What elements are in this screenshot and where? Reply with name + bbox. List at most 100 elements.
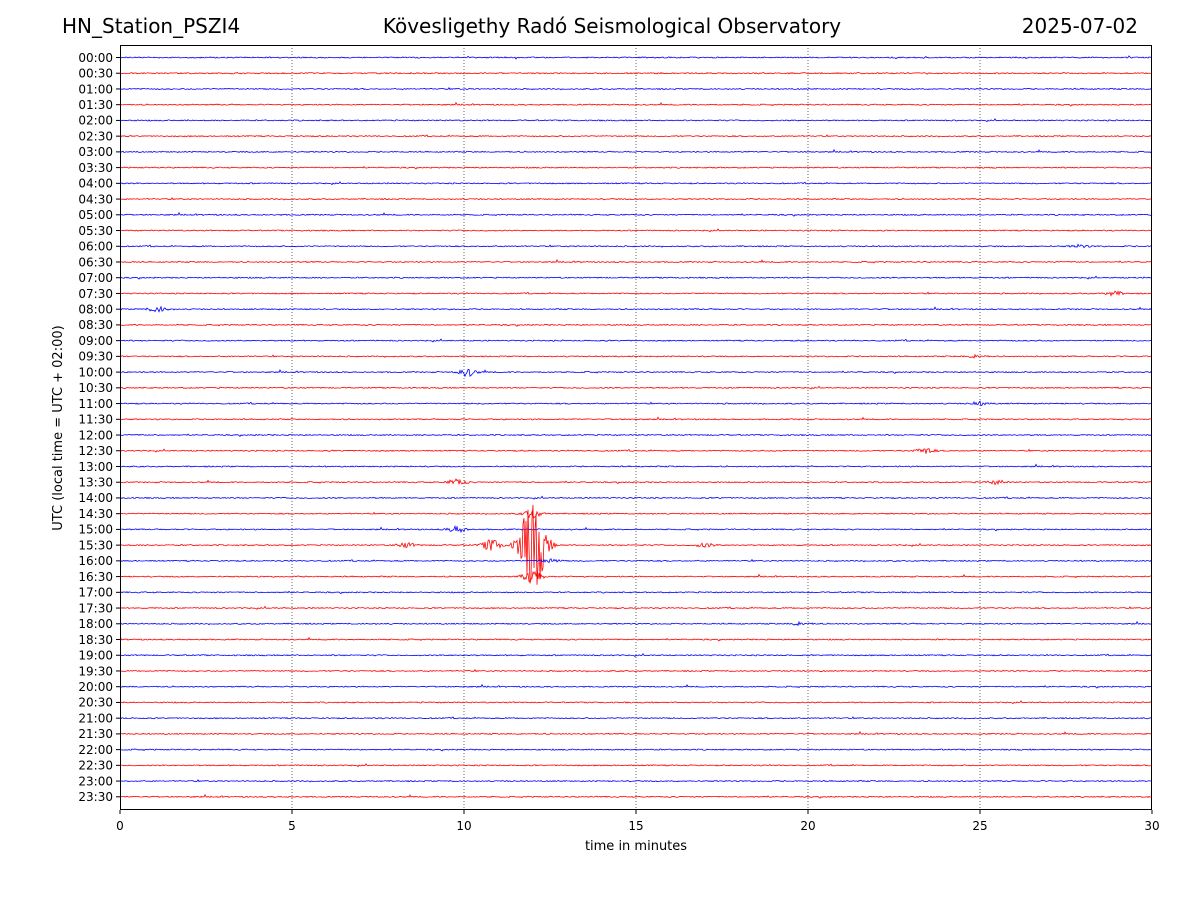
trace-1230 [119, 447, 1153, 454]
trace-2200 [119, 748, 1153, 752]
y-tick-label: 02:30 [78, 129, 113, 143]
trace-0230 [119, 134, 1153, 138]
trace-1100 [119, 400, 1153, 407]
trace-0200 [120, 118, 1153, 123]
trace-1600 [119, 558, 1153, 564]
y-tick-label: 12:00 [78, 428, 113, 442]
y-tick-label: 11:30 [78, 413, 113, 427]
x-tick-label: 5 [288, 819, 296, 833]
y-tick-label: 09:30 [78, 350, 113, 364]
x-tick-label: 10 [456, 819, 471, 833]
y-tick-label: 09:00 [78, 334, 113, 348]
trace-2130 [119, 730, 1153, 736]
trace-1630 [119, 570, 1153, 583]
y-tick-label: 14:30 [78, 507, 113, 521]
x-axis-label: time in minutes [585, 839, 687, 854]
trace-1500 [119, 524, 1153, 534]
trace-1000 [119, 368, 1153, 378]
y-tick-label: 00:30 [78, 67, 113, 81]
trace-0900 [119, 338, 1153, 343]
trace-0930 [119, 353, 1153, 359]
trace-2030 [119, 700, 1153, 705]
trace-0800 [119, 305, 1153, 313]
trace-0600 [119, 243, 1153, 249]
y-tick-label: 20:00 [78, 680, 113, 694]
plot-frame [120, 45, 1152, 810]
y-tick-label: 20:30 [78, 696, 113, 710]
y-tick-label: 10:00 [78, 365, 113, 379]
y-tick-label: 19:30 [78, 664, 113, 678]
y-tick-label: 08:00 [78, 302, 113, 316]
chart-title: Kövesligethy Radó Seismological Observat… [382, 14, 842, 38]
y-tick-label: 12:30 [78, 444, 113, 458]
station-label: HN_Station_PSZI4 [62, 14, 241, 38]
y-tick-label: 23:30 [78, 790, 113, 804]
y-tick-label: 05:30 [78, 224, 113, 238]
trace-1200 [119, 433, 1153, 437]
y-tick-label: 23:00 [78, 774, 113, 788]
y-tick-label: 11:00 [78, 397, 113, 411]
y-tick-label: 07:00 [78, 271, 113, 285]
trace-0730 [119, 290, 1153, 297]
trace-1900 [119, 652, 1153, 658]
trace-1130 [119, 416, 1153, 421]
trace-1830 [119, 636, 1153, 642]
y-tick-label: 21:00 [78, 711, 113, 725]
trace-1400 [119, 495, 1153, 500]
trace-2100 [119, 716, 1152, 720]
trace-0530 [119, 228, 1153, 233]
trace-0330 [119, 166, 1153, 170]
trace-0130 [119, 101, 1153, 107]
trace-0630 [119, 259, 1153, 264]
trace-1300 [119, 463, 1153, 468]
trace-0030 [119, 71, 1153, 75]
y-tick-label: 17:00 [78, 586, 113, 600]
y-tick-label: 18:30 [78, 633, 113, 647]
trace-1030 [119, 385, 1153, 390]
y-tick-label: 00:00 [78, 51, 113, 65]
y-tick-label: 15:00 [78, 523, 113, 537]
y-tick-label: 16:30 [78, 570, 113, 584]
x-tick-label: 15 [628, 819, 643, 833]
y-tick-label: 07:30 [78, 287, 113, 301]
trace-1800 [119, 620, 1153, 627]
trace-0700 [119, 275, 1153, 280]
y-tick-label: 03:00 [78, 145, 113, 159]
x-tick-label: 25 [972, 819, 987, 833]
trace-0000 [119, 55, 1153, 60]
y-tick-label: 10:30 [78, 381, 113, 395]
x-tick-label: 30 [1144, 819, 1159, 833]
trace-1430 [119, 510, 1153, 519]
y-tick-label: 01:00 [78, 82, 113, 96]
y-tick-label: 04:30 [78, 192, 113, 206]
trace-0100 [119, 87, 1153, 91]
y-axis-label: UTC (local time = UTC + 02:00) [51, 325, 66, 530]
trace-1330 [119, 478, 1153, 486]
y-tick-label: 16:00 [78, 554, 113, 568]
y-tick-label: 02:00 [78, 114, 113, 128]
y-tick-label: 01:30 [78, 98, 113, 112]
y-tick-label: 19:00 [78, 649, 113, 663]
trace-2230 [119, 763, 1153, 768]
x-tick-label: 20 [800, 819, 815, 833]
trace-1530 [119, 504, 1153, 585]
y-tick-label: 21:30 [78, 727, 113, 741]
y-tick-label: 15:30 [78, 538, 113, 552]
trace-0300 [119, 148, 1153, 154]
y-tick-label: 18:00 [78, 617, 113, 631]
y-tick-label: 06:00 [78, 240, 113, 254]
y-tick-label: 13:00 [78, 460, 113, 474]
y-tick-label: 17:30 [78, 601, 113, 615]
trace-0830 [119, 323, 1153, 327]
y-tick-label: 13:30 [78, 476, 113, 490]
y-tick-label: 22:30 [78, 759, 113, 773]
trace-1730 [119, 605, 1153, 610]
trace-0430 [119, 197, 1153, 201]
date-label: 2025-07-02 [1021, 14, 1138, 38]
x-tick-label: 0 [116, 819, 124, 833]
y-tick-label: 22:00 [78, 743, 113, 757]
trace-2330 [119, 793, 1153, 799]
trace-2300 [119, 779, 1153, 783]
y-tick-label: 14:00 [78, 491, 113, 505]
